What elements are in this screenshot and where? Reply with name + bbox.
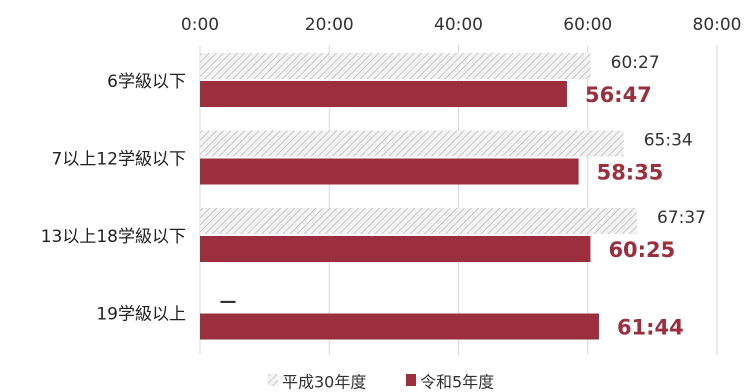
legend-label-reiwa5: 令和5年度 xyxy=(420,373,494,392)
legend-label-heisei30: 平成30年度 xyxy=(282,373,366,392)
legend: 平成30年度 令和5年度 xyxy=(268,373,494,392)
category-label: 6学級以下 xyxy=(107,72,186,92)
data-label-reiwa5: 56:47 xyxy=(585,83,652,107)
bar-heisei30 xyxy=(200,53,591,79)
category-label: 19学級以上 xyxy=(96,304,186,324)
bar-reiwa5 xyxy=(200,81,567,107)
bar-reiwa5 xyxy=(200,158,579,185)
bar-reiwa5 xyxy=(200,313,599,340)
bar-heisei30 xyxy=(200,130,624,157)
legend-swatch-reiwa5 xyxy=(406,374,416,386)
category-labels: 6学級以下 7以上12学級以下 13以上18学級以下 19学級以上 xyxy=(41,72,186,325)
bar-reiwa5 xyxy=(200,236,591,262)
data-label-heisei30: 60:27 xyxy=(611,53,660,73)
x-tick-label: 20:00 xyxy=(305,15,354,35)
x-tick-label: 80:00 xyxy=(693,15,742,35)
category-label: 13以上18学級以下 xyxy=(41,227,186,247)
data-label-heisei30: 65:34 xyxy=(644,131,693,151)
legend-swatch-heisei30 xyxy=(268,374,278,386)
category-label: 7以上12学級以下 xyxy=(52,149,186,169)
bars xyxy=(200,53,637,340)
x-tick-label: 0:00 xyxy=(181,15,219,35)
data-label-reiwa5: 58:35 xyxy=(597,161,664,185)
data-label-heisei30: 67:37 xyxy=(657,208,706,228)
data-labels: 60:27 56:47 65:34 58:35 67:37 60:25 — 61:44 xyxy=(220,53,706,340)
x-axis-ticks: 0:00 20:00 40:00 60:00 80:00 xyxy=(181,15,742,35)
bar-heisei30 xyxy=(200,208,637,234)
data-label-heisei30: — xyxy=(220,292,237,312)
data-label-reiwa5: 61:44 xyxy=(617,316,684,340)
x-tick-label: 40:00 xyxy=(434,15,483,35)
x-tick-label: 60:00 xyxy=(563,15,612,35)
data-label-reiwa5: 60:25 xyxy=(608,238,675,262)
